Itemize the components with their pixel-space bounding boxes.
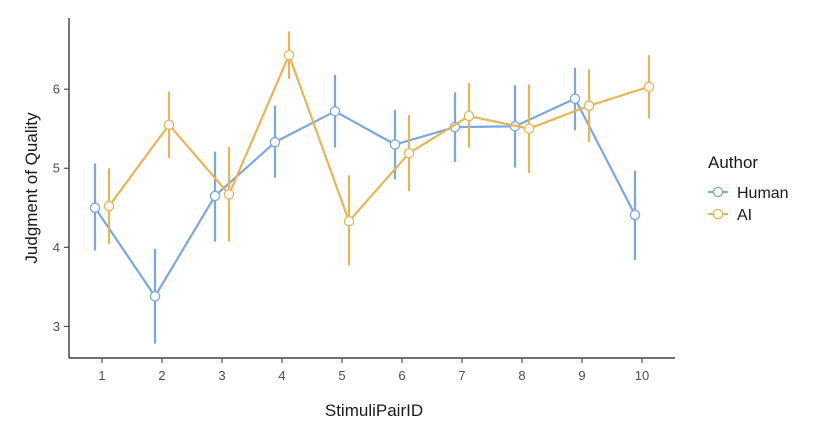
y-axis-title: Judgment of Quality <box>22 112 41 264</box>
data-point <box>643 81 655 93</box>
x-tick-label: 5 <box>338 368 345 383</box>
x-tick-label: 8 <box>518 368 525 383</box>
data-point <box>103 200 115 212</box>
data-point <box>149 291 161 302</box>
x-tick-label: 10 <box>635 368 649 383</box>
series-line <box>108 54 650 223</box>
data-point <box>463 110 475 122</box>
x-tick-label: 9 <box>578 368 585 383</box>
legend-item-ai: AI <box>708 207 752 224</box>
data-point <box>269 136 281 148</box>
data-point <box>209 190 221 202</box>
x-tick-label: 4 <box>278 368 285 383</box>
data-point <box>329 106 341 117</box>
data-point <box>223 189 235 200</box>
plot-area <box>89 31 655 344</box>
legend: Author Human AI <box>708 153 789 224</box>
data-point <box>343 215 355 227</box>
y-tick-label: 4 <box>53 240 60 255</box>
data-point <box>583 100 595 112</box>
data-point <box>283 49 295 61</box>
data-point <box>403 147 415 159</box>
x-tick-label: 7 <box>458 368 465 383</box>
legend-label: AI <box>737 207 752 224</box>
y-tick-label: 5 <box>53 161 60 176</box>
x-axis-title: StimuliPairID <box>325 401 423 420</box>
y-tick-label: 6 <box>53 82 60 97</box>
x-tick-label: 1 <box>98 368 105 383</box>
x-tick-label: 2 <box>158 368 165 383</box>
data-point <box>163 119 175 130</box>
series-human <box>89 67 641 344</box>
data-point <box>523 123 535 134</box>
series-line <box>94 97 636 298</box>
legend-item-human: Human <box>708 185 789 202</box>
legend-label: Human <box>737 185 789 202</box>
axes: 1 2 3 4 5 6 7 8 9 10 3 4 5 6 <box>53 18 675 383</box>
y-tick-label: 3 <box>53 319 60 334</box>
data-point <box>389 139 401 150</box>
legend-title: Author <box>708 153 758 172</box>
legend-key-point <box>712 186 724 198</box>
data-point <box>629 209 641 221</box>
x-tick-label: 6 <box>398 368 405 383</box>
legend-key-point <box>712 208 724 220</box>
data-point <box>89 202 101 214</box>
x-tick-label: 3 <box>218 368 225 383</box>
data-point <box>569 93 581 104</box>
series-ai <box>103 31 655 266</box>
